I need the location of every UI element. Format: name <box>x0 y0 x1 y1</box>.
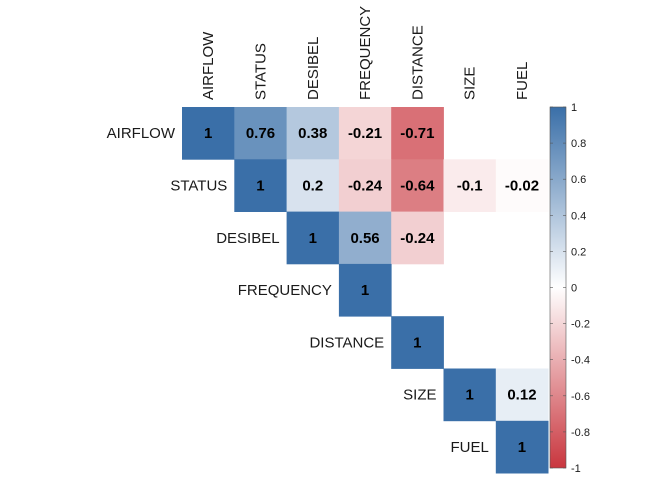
row-label-frequency: FREQUENCY <box>238 282 332 299</box>
cell-value-desibel-distance: -0.24 <box>400 230 435 247</box>
cell-frequency-frequency <box>338 263 392 317</box>
cell-value-airflow-desibel: 0.38 <box>298 125 327 142</box>
cell-airflow-desibel <box>286 107 340 160</box>
cell-status-distance <box>391 159 444 212</box>
colorbar-tick-label: 0.4 <box>571 210 586 222</box>
cell-desibel-frequency <box>338 211 392 265</box>
cell-status-size <box>443 159 497 212</box>
cell-desibel-distance <box>391 211 444 265</box>
cell-value-status-size: -0.1 <box>457 177 483 194</box>
colorbar-tick-label: -0.8 <box>571 427 590 439</box>
cell-value-airflow-frequency: -0.21 <box>348 125 382 142</box>
row-label-desibel: DESIBEL <box>216 230 279 247</box>
cell-airflow-status <box>234 107 287 160</box>
colorbar-tick-label: -0.6 <box>571 391 590 403</box>
cell-value-airflow-distance: -0.71 <box>400 125 434 142</box>
cell-distance-distance <box>391 316 444 369</box>
cell-value-status-status: 1 <box>256 177 264 194</box>
cell-value-desibel-desibel: 1 <box>309 230 317 247</box>
cell-status-fuel <box>495 159 549 212</box>
column-labels: AIRFLOW STATUS DESIBEL FREQUENCY DISTANCE SIZ… <box>200 6 531 100</box>
cell-value-fuel-fuel: 1 <box>518 439 526 456</box>
colorbar-tick-label: -0.4 <box>571 355 590 367</box>
colorbar-tick-label: 0 <box>571 283 577 295</box>
colorbar-tick-label: 1 <box>571 102 577 114</box>
colorbar-tick-label: -1 <box>571 463 581 475</box>
cell-status-desibel <box>286 159 340 212</box>
cell-value-status-desibel: 0.2 <box>302 177 323 194</box>
cell-value-status-frequency: -0.24 <box>348 177 383 194</box>
colorbar-tick-label: 0.8 <box>571 138 586 150</box>
column-label-airflow: AIRFLOW <box>200 31 217 100</box>
cell-size-size <box>443 368 497 422</box>
cell-status-frequency <box>338 159 392 212</box>
colorbar-tick-label: 0.6 <box>571 174 586 186</box>
row-label-size: SIZE <box>403 387 436 404</box>
cell-value-status-fuel: -0.02 <box>505 177 539 194</box>
cell-airflow-distance <box>391 107 444 160</box>
cell-value-desibel-frequency: 0.56 <box>350 230 379 247</box>
column-label-frequency: FREQUENCY <box>357 6 374 100</box>
cell-value-status-distance: -0.64 <box>400 177 435 194</box>
column-label-desibel: DESIBEL <box>305 37 322 100</box>
cell-airflow-airflow <box>182 107 235 160</box>
colorbar-tick-label: 0.2 <box>571 246 586 258</box>
column-label-fuel: FUEL <box>514 62 531 100</box>
cell-status-status <box>234 159 287 212</box>
row-label-fuel: FUEL <box>450 439 488 456</box>
cell-size-fuel <box>495 368 549 422</box>
cell-value-size-size: 1 <box>465 387 473 404</box>
row-label-distance: DISTANCE <box>309 334 384 351</box>
colorbar-tick-label: -0.2 <box>571 319 590 331</box>
colorbar: 1 0.8 0.6 0.4 0.2 0 -0.2 -0.4 -0.6 -0.8 -1 <box>549 102 590 475</box>
cell-desibel-desibel <box>286 211 340 265</box>
row-label-airflow: AIRFLOW <box>107 125 176 142</box>
cell-fuel-fuel <box>495 420 549 474</box>
cell-airflow-frequency <box>338 107 392 160</box>
cell-value-size-fuel: 0.12 <box>507 387 536 404</box>
cell-value-distance-distance: 1 <box>413 334 421 351</box>
column-label-size: SIZE <box>462 67 479 100</box>
cell-value-airflow-status: 0.76 <box>246 125 275 142</box>
cell-value-frequency-frequency: 1 <box>361 282 369 299</box>
row-labels: AIRFLOW STATUS DESIBEL FREQUENCY DISTANCE SIZ… <box>107 125 489 456</box>
column-label-status: STATUS <box>252 43 269 100</box>
cell-value-airflow-airflow: 1 <box>204 125 212 142</box>
column-label-distance: DISTANCE <box>409 25 426 100</box>
heatmap-cells: 1 0.76 0.38 -0.21 -0.71 1 0.2 -0.24 -0.64 -0.1 -0.… <box>182 107 549 474</box>
row-label-status: STATUS <box>170 177 227 194</box>
